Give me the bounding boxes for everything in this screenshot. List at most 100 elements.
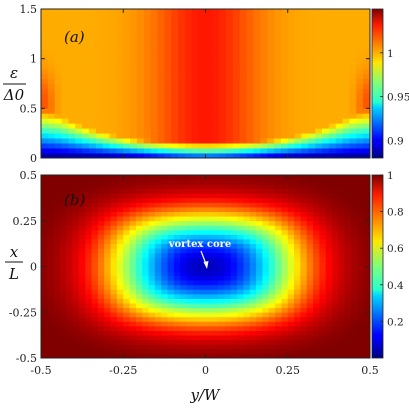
heatmap-a-cell <box>363 43 371 50</box>
heatmap-b-cell <box>224 225 232 231</box>
heatmap-b-cell <box>230 202 238 208</box>
heatmap-b-cell <box>218 202 225 208</box>
heatmap-b-cell <box>78 184 86 190</box>
panel-label-a: (a) <box>64 28 85 46</box>
heatmap-b-cell <box>344 257 352 263</box>
heatmap-a-cell <box>88 33 97 40</box>
heatmap-a-cell <box>246 103 254 109</box>
heatmap-b-cell <box>268 188 276 194</box>
colorbar-a-bar <box>371 8 384 159</box>
heatmap-b-cell <box>319 316 327 322</box>
heatmap-b-cell <box>294 353 301 359</box>
heatmap-b-cell <box>180 188 187 194</box>
heatmap-b-cell <box>351 184 358 190</box>
heatmap-a-cell <box>116 48 124 55</box>
heatmap-b-cell <box>135 312 143 318</box>
heatmap-b-cell <box>59 330 67 336</box>
heatmap-b-cell <box>173 188 181 194</box>
heatmap-a-cell <box>226 48 234 55</box>
heatmap-b-cell <box>332 339 339 345</box>
heatmap-b-cell <box>319 202 327 208</box>
heatmap-b-cell <box>218 184 225 190</box>
heatmap-b-cell <box>85 207 93 213</box>
heatmap-a-cell <box>157 73 165 79</box>
heatmap-a-cell <box>164 68 172 74</box>
heatmap-b-cell <box>218 321 225 327</box>
heatmap-a-cell <box>226 118 234 124</box>
heatmap-b-cell <box>199 316 206 322</box>
heatmap-b-cell <box>142 353 149 359</box>
heatmap-a-cell <box>157 118 165 124</box>
heatmap-b-cell <box>72 248 80 254</box>
heatmap-b-cell <box>199 275 206 281</box>
heatmap-a-cell <box>280 18 289 25</box>
heatmap-a-cell <box>88 13 97 20</box>
heatmap-b-cell <box>161 239 168 245</box>
heatmap-a-cell <box>363 93 371 99</box>
heatmap-a-cell <box>274 28 282 35</box>
heatmap-b-cell <box>186 179 194 185</box>
heatmap-b-cell <box>41 325 48 331</box>
heatmap-b-cell <box>192 284 200 290</box>
heatmap-b-cell <box>59 193 67 199</box>
heatmap-b-cell <box>262 257 270 263</box>
heatmap-b-cell <box>161 197 168 203</box>
heatmap-a-cell <box>205 138 213 144</box>
heatmap-a-cell <box>363 103 371 109</box>
heatmap-b-cell <box>91 197 99 203</box>
heatmap-b-cell <box>167 229 175 235</box>
heatmap-b-cell <box>148 243 156 249</box>
heatmap-a-cell <box>308 48 316 55</box>
heatmap-a-cell <box>150 98 158 104</box>
heatmap-a-cell <box>75 28 83 35</box>
heatmap-a-cell <box>123 73 131 79</box>
heatmap-b-cell <box>351 284 358 290</box>
heatmap-a-cell <box>239 18 248 25</box>
heatmap-b-cell <box>313 197 320 203</box>
heatmap-a-cell <box>82 108 90 114</box>
heatmap-b-cell <box>243 188 251 194</box>
heatmap-b-cell <box>325 179 333 185</box>
heatmap-a-cell <box>191 148 200 154</box>
heatmap-a-cell <box>191 28 200 35</box>
heatmap-a-cell <box>335 38 343 45</box>
heatmap-b-cell <box>344 179 352 185</box>
heatmap-a-cell <box>226 58 234 65</box>
heatmap-b-cell <box>351 325 358 331</box>
heatmap-a-cell <box>274 78 282 84</box>
heatmap-b-cell <box>249 248 257 254</box>
heatmap-b-cell <box>142 197 149 203</box>
heatmap-b-cell <box>59 216 67 222</box>
heatmap-a-cell <box>150 68 158 74</box>
heatmap-b-cell <box>325 339 333 345</box>
heatmap-a-cell <box>143 18 152 25</box>
heatmap-b-cell <box>148 257 156 263</box>
heatmap-b-cell <box>237 202 244 208</box>
heatmap-a-cell <box>328 88 337 94</box>
heatmap-b-cell <box>306 261 314 267</box>
heatmap-b-cell <box>306 335 314 341</box>
heatmap-a-cell <box>198 78 206 84</box>
ylabel-a: ε Δ0 <box>3 64 26 104</box>
heatmap-a-cell <box>102 73 110 79</box>
heatmap-a-cell <box>280 118 289 124</box>
heatmap-a-cell <box>205 148 213 154</box>
heatmap-b-cell <box>104 211 111 217</box>
heatmap-a-cell <box>54 138 62 144</box>
heatmap-a-cell <box>205 103 213 109</box>
heatmap-b-cell <box>192 335 200 341</box>
heatmap-a-cell <box>219 78 227 84</box>
heatmap-b-cell <box>135 234 143 240</box>
heatmap-b-cell <box>123 303 130 309</box>
heatmap-b-cell <box>59 202 67 208</box>
heatmap-a-cell <box>239 123 248 129</box>
heatmap-a-cell <box>109 108 117 114</box>
heatmap-b-cell <box>110 266 118 272</box>
heatmap-b-cell <box>72 344 80 350</box>
heatmap-a-cell <box>226 113 234 119</box>
heatmap-b-cell <box>97 257 105 263</box>
heatmap-a-cell <box>280 38 289 45</box>
heatmap-a-cell <box>349 43 357 50</box>
heatmap-b-cell <box>243 229 251 235</box>
heatmap-b-cell <box>287 175 295 180</box>
